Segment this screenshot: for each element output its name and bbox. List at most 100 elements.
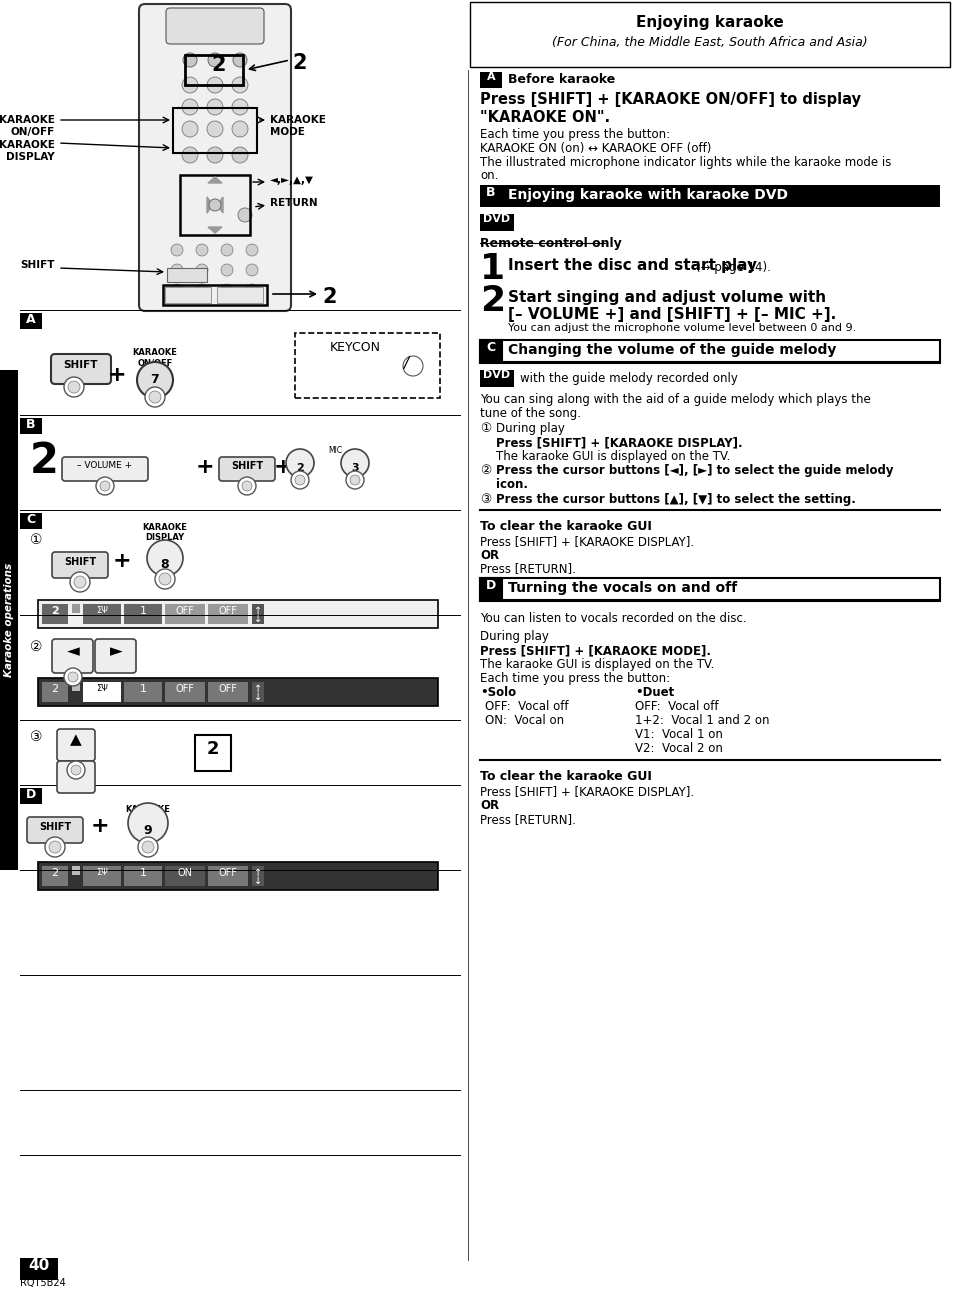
Circle shape xyxy=(207,121,223,137)
Text: Start singing and adjust volume with: Start singing and adjust volume with xyxy=(507,291,825,305)
Text: 3: 3 xyxy=(351,463,358,473)
Text: Press [SHIFT] + [KARAOKE DISPLAY].: Press [SHIFT] + [KARAOKE DISPLAY]. xyxy=(479,785,694,798)
Circle shape xyxy=(291,471,309,489)
Bar xyxy=(83,604,121,624)
Text: DVD: DVD xyxy=(483,214,510,224)
Text: The karaoke GUI is displayed on the TV.: The karaoke GUI is displayed on the TV. xyxy=(479,658,714,671)
Bar xyxy=(124,604,162,624)
Text: 2: 2 xyxy=(51,606,59,616)
Circle shape xyxy=(246,244,257,256)
Text: ON: ON xyxy=(177,868,193,878)
Text: +: + xyxy=(91,816,110,837)
Bar xyxy=(252,866,264,886)
Circle shape xyxy=(242,481,252,492)
Text: ②: ② xyxy=(30,639,43,654)
Bar xyxy=(208,604,248,624)
Text: OFF: OFF xyxy=(175,606,194,616)
Text: 2: 2 xyxy=(295,463,304,473)
Circle shape xyxy=(138,837,158,857)
Circle shape xyxy=(147,540,183,576)
Bar xyxy=(71,866,80,875)
Text: You can sing along with the aid of a guide melody which plays the: You can sing along with the aid of a gui… xyxy=(479,393,870,406)
Circle shape xyxy=(182,99,198,115)
Circle shape xyxy=(207,99,223,115)
Bar xyxy=(479,340,501,362)
Circle shape xyxy=(142,840,153,853)
Polygon shape xyxy=(216,197,223,213)
Text: Remote control only: Remote control only xyxy=(479,237,621,250)
Bar xyxy=(38,678,437,706)
Bar xyxy=(165,604,205,624)
Text: Press [SHIFT] + [KARAOKE ON/OFF] to display: Press [SHIFT] + [KARAOKE ON/OFF] to disp… xyxy=(479,92,861,106)
Text: ▼: ▼ xyxy=(71,764,82,779)
Text: Press [RETURN].: Press [RETURN]. xyxy=(479,813,576,826)
Text: KARAOKE
ON/OFF: KARAOKE ON/OFF xyxy=(132,348,177,367)
Text: ↓: ↓ xyxy=(253,693,262,702)
Text: on.: on. xyxy=(479,169,497,182)
Bar xyxy=(42,866,68,886)
FancyBboxPatch shape xyxy=(294,333,439,398)
Text: tune of the song.: tune of the song. xyxy=(479,407,580,420)
Circle shape xyxy=(171,244,183,256)
Text: V1:  Vocal 1 on: V1: Vocal 1 on xyxy=(635,728,722,741)
Bar xyxy=(252,604,264,624)
Text: 1+2:  Vocal 1 and 2 on: 1+2: Vocal 1 and 2 on xyxy=(635,715,769,728)
Text: C: C xyxy=(486,341,495,354)
Circle shape xyxy=(233,53,247,67)
Text: MIC: MIC xyxy=(328,446,342,455)
Text: OFF:  Vocal off: OFF: Vocal off xyxy=(635,700,718,713)
Text: ►: ► xyxy=(110,642,122,660)
Bar xyxy=(252,682,264,702)
Circle shape xyxy=(221,265,233,276)
Text: KEYCON: KEYCON xyxy=(330,341,380,354)
Text: 2: 2 xyxy=(30,440,59,482)
Circle shape xyxy=(232,99,248,115)
Text: ②: ② xyxy=(479,464,491,477)
Text: (→ page 14).: (→ page 14). xyxy=(696,261,770,274)
Text: 7: 7 xyxy=(151,374,159,387)
Text: ΣΨ: ΣΨ xyxy=(96,606,108,615)
Circle shape xyxy=(96,477,113,495)
Bar xyxy=(479,185,939,208)
Bar xyxy=(38,863,437,890)
Circle shape xyxy=(340,449,369,477)
Text: ↑: ↑ xyxy=(253,868,262,878)
Text: SHIFT: SHIFT xyxy=(39,822,71,831)
Bar xyxy=(479,370,514,387)
Text: Before karaoke: Before karaoke xyxy=(507,73,615,86)
Text: Karaoke operations: Karaoke operations xyxy=(4,563,14,677)
Text: ON:  Vocal on: ON: Vocal on xyxy=(484,715,563,728)
Bar xyxy=(479,73,501,88)
Text: ▲: ▲ xyxy=(71,732,82,747)
Circle shape xyxy=(286,449,314,477)
Circle shape xyxy=(183,53,196,67)
Circle shape xyxy=(45,837,65,857)
Circle shape xyxy=(294,475,305,485)
Text: ↓: ↓ xyxy=(253,875,262,886)
FancyBboxPatch shape xyxy=(62,457,148,481)
Text: ①: ① xyxy=(479,422,491,434)
Text: 2: 2 xyxy=(479,284,504,318)
Bar xyxy=(479,578,939,601)
Circle shape xyxy=(137,362,172,398)
Text: 2: 2 xyxy=(207,741,219,757)
Text: (For China, the Middle East, South Africa and Asia): (For China, the Middle East, South Afric… xyxy=(552,36,867,49)
Circle shape xyxy=(64,668,82,686)
Text: 2: 2 xyxy=(51,684,58,694)
Bar xyxy=(479,214,514,231)
Circle shape xyxy=(182,77,198,93)
Circle shape xyxy=(207,77,223,93)
Text: C: C xyxy=(27,514,35,527)
Text: +: + xyxy=(108,364,126,385)
Bar xyxy=(71,682,80,691)
Bar xyxy=(163,285,267,305)
Text: •Duet: •Duet xyxy=(635,686,674,699)
Circle shape xyxy=(346,471,364,489)
Bar xyxy=(20,514,42,529)
Text: During play: During play xyxy=(479,630,548,643)
FancyBboxPatch shape xyxy=(27,817,83,843)
Text: DVD: DVD xyxy=(483,370,510,380)
Bar xyxy=(185,54,243,86)
Text: 2: 2 xyxy=(212,54,226,75)
Bar xyxy=(20,418,42,434)
